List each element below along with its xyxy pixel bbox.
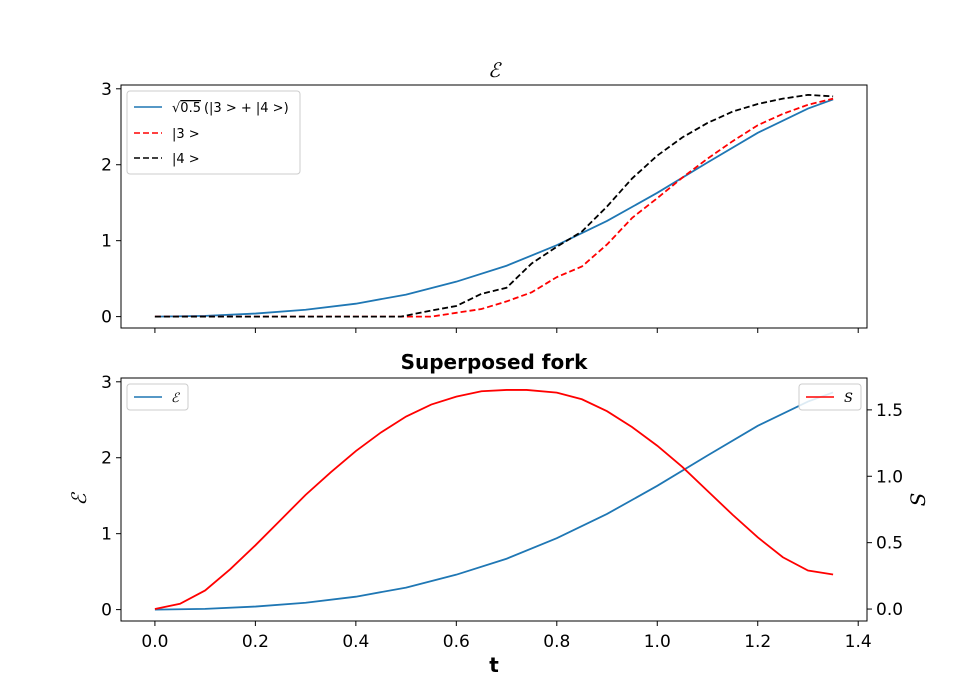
top-ytick-label: 2: [101, 156, 112, 176]
top-series-line-1: [154, 97, 834, 318]
bottom-legend-left: ℰ: [126, 383, 189, 411]
bottom-series-group: [154, 389, 834, 611]
top-panel: ℰ 0 1 2 3 √0.5 (|3 > + |4 >) |3 > |4 >: [101, 58, 868, 333]
bottom-series-line-1: [154, 389, 834, 610]
bottom-ticks-group: 0 1 2 3 0.0 0.5 1.0 1.5 0.0 0.2 0.4 0.6 0.8 1.0 1.2 1.4: [101, 373, 903, 652]
legend-sqrt-rest: (|3 > + |4 >): [204, 101, 289, 116]
legend-label-ket4: |4 >: [172, 152, 200, 167]
legend-label-entropy: S: [844, 391, 853, 406]
bottom-right-ytick-label: 0.5: [876, 534, 903, 554]
top-ytick-label: 0: [101, 308, 112, 328]
bottom-left-ytick-label: 2: [101, 449, 112, 469]
bottom-legend-right: S: [798, 383, 862, 411]
legend-sqrt-symbol: √: [172, 101, 181, 116]
bottom-left-ytick-label: 3: [101, 373, 112, 393]
top-ticks-group: 0 1 2 3: [101, 80, 859, 333]
bottom-xtick-label: 1.2: [744, 632, 771, 652]
bottom-right-axis-label: S: [906, 493, 930, 507]
bottom-xtick-label: 0.0: [141, 632, 168, 652]
top-legend-box: [126, 90, 301, 175]
top-ytick-label: 1: [101, 232, 112, 252]
bottom-chart-title: Superposed fork: [401, 350, 588, 374]
bottom-left-ytick-label: 0: [101, 601, 112, 621]
legend-label-energy: ℰ: [171, 391, 180, 406]
top-legend: √0.5 (|3 > + |4 >) |3 > |4 >: [126, 90, 301, 175]
bottom-xtick-label: 0.2: [242, 632, 269, 652]
bottom-axes-frame: [120, 377, 868, 622]
bottom-xtick-label: 1.4: [845, 632, 872, 652]
bottom-series-line-0: [154, 391, 834, 611]
bottom-x-axis-label: t: [489, 653, 499, 677]
top-series-line-2: [154, 93, 834, 318]
top-axes-frame: [120, 84, 868, 329]
legend-label-ket3: |3 >: [172, 127, 200, 142]
top-chart-title: ℰ: [488, 58, 502, 82]
bottom-right-ytick-label: 1.5: [876, 401, 903, 421]
bottom-left-ytick-label: 1: [101, 525, 112, 545]
bottom-left-axis-label: ℰ: [67, 492, 91, 506]
bottom-xtick-label: 1.0: [644, 632, 671, 652]
top-series-line-0: [154, 98, 834, 318]
top-series-group: [154, 93, 834, 318]
top-ytick-label: 3: [101, 80, 112, 100]
bottom-right-ytick-label: 1.0: [876, 467, 903, 487]
bottom-panel: Superposed fork 0 1 2 3 0.0 0.5 1.0 1.5 0.0 0.2 0.…: [67, 350, 930, 677]
bottom-right-ytick-label: 0.0: [876, 600, 903, 620]
bottom-xtick-label: 0.8: [543, 632, 570, 652]
bottom-xtick-label: 0.4: [342, 632, 369, 652]
legend-sqrt-value: 0.5: [180, 101, 201, 116]
bottom-xtick-label: 0.6: [443, 632, 470, 652]
legend-label-superposition: √0.5 (|3 > + |4 >): [172, 101, 289, 116]
